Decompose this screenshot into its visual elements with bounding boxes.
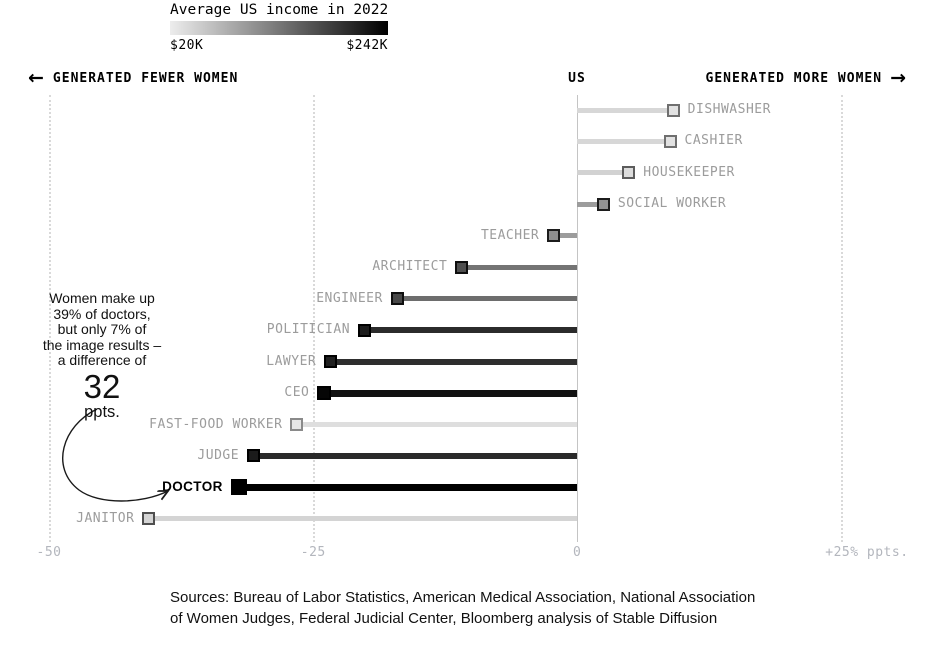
bar [553, 233, 577, 239]
bar-label: DOCTOR [162, 479, 223, 495]
bar-label: LAWYER [266, 353, 317, 369]
header-fewer-women-label: GENERATED FEWER WOMEN [52, 71, 239, 86]
bar [577, 138, 671, 144]
bar [397, 296, 577, 302]
sources-note: Sources: Bureau of Labor Statistics, Ame… [170, 587, 810, 629]
legend-title: Average US income in 2022 [170, 2, 389, 18]
bar [577, 170, 629, 176]
bar-label: JUDGE [197, 447, 240, 463]
zero-gridline [577, 95, 578, 542]
right-arrow-icon: → [890, 66, 907, 89]
bar-label: SOCIAL WORKER [617, 196, 727, 212]
legend-min-label: $20K [170, 38, 204, 53]
axis-tick-label: -25 [300, 545, 326, 560]
marker [142, 512, 156, 526]
marker [666, 103, 680, 117]
bar [577, 107, 674, 113]
direction-header: ← GENERATED FEWER WOMEN US GENERATED MOR… [0, 68, 935, 92]
income-legend: Average US income in 2022 $20K $242K [170, 2, 388, 53]
annotation-unit: ppts. [84, 402, 120, 421]
bar-label: FAST-FOOD WORKER [149, 416, 283, 432]
bar [364, 327, 577, 334]
bar-label: JANITOR [76, 510, 135, 526]
bar-label: HOUSEKEEPER [643, 164, 735, 180]
marker [390, 292, 404, 306]
annotation-line: but only 7% of [57, 321, 147, 337]
bar [238, 483, 577, 491]
annotation-big-number: 32 [83, 367, 121, 405]
income-gradient-bar [170, 21, 388, 35]
sources-line-2: of Women Judges, Federal Judicial Center… [170, 610, 718, 627]
marker [358, 323, 372, 337]
legend-labels: $20K $242K [170, 38, 388, 53]
annotation-line: 39% of doctors, [53, 305, 151, 322]
bar [148, 516, 577, 522]
marker [324, 355, 338, 369]
marker [547, 229, 561, 243]
bar [324, 389, 577, 397]
marker [455, 260, 469, 274]
gridline [312, 95, 315, 542]
bar-label: ENGINEER [316, 290, 383, 306]
header-fewer-women: ← GENERATED FEWER WOMEN [28, 66, 239, 89]
header-more-women: GENERATED MORE WOMEN → [705, 66, 907, 89]
annotation: Women make up 39% of doctors, but only 7% … [14, 290, 190, 421]
bar [577, 201, 604, 207]
marker [317, 386, 332, 401]
bar-label: CASHIER [684, 133, 743, 149]
left-arrow-icon: ← [28, 66, 45, 89]
gridline [48, 95, 51, 542]
bar-label: DISHWASHER [687, 102, 771, 117]
bar-label: TEACHER [480, 227, 540, 243]
sources-line-1: Sources: Bureau of Labor Statistics, Ame… [170, 589, 756, 606]
header-more-women-label: GENERATED MORE WOMEN [705, 71, 883, 86]
bar [461, 264, 577, 270]
axis-tick-label: -50 [36, 545, 62, 560]
annotation-line: a difference of [57, 352, 147, 368]
bar [253, 452, 577, 459]
header-us-label: US [568, 71, 586, 86]
marker [622, 166, 636, 180]
marker [290, 418, 304, 431]
annotation-text: Women make up 39% of doctors, but only 7% … [14, 290, 190, 369]
marker [663, 134, 677, 148]
annotation-line: Women make up [49, 290, 155, 306]
marker [596, 197, 610, 211]
bar-label: ARCHITECT [372, 259, 448, 275]
bar [296, 422, 577, 427]
marker [230, 479, 247, 496]
annotation-line: the image results – [42, 336, 162, 353]
bar-label: CEO [284, 385, 310, 401]
marker [247, 449, 261, 463]
bar-label: POLITICIAN [266, 322, 351, 338]
axis-tick-label: +25% ppts. [825, 545, 909, 560]
legend-max-label: $242K [346, 38, 388, 53]
bar [330, 358, 577, 365]
axis-tick-label: 0 [573, 545, 582, 560]
gridline [841, 95, 844, 542]
